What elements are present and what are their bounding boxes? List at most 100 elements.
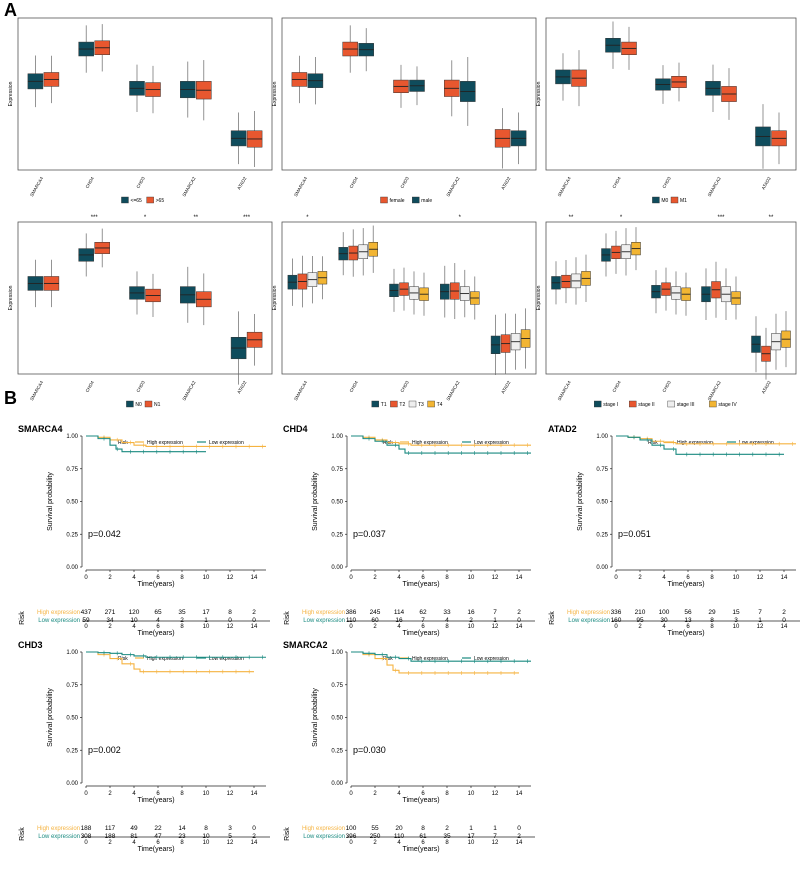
- significance-mark: ***: [717, 215, 725, 221]
- y-axis-label: Survival probability: [312, 472, 319, 531]
- risk-count: 47: [154, 833, 162, 840]
- y-tick-label: 0.50: [331, 716, 343, 722]
- risk-time-label: 10: [468, 624, 475, 630]
- risk-time-label: 10: [203, 624, 210, 630]
- plot-title: SMARCA4: [18, 424, 63, 434]
- x-tick-label: 6: [686, 575, 690, 581]
- risk-row-label: Low expression: [303, 834, 345, 840]
- risk-count: 396: [346, 833, 357, 840]
- y-axis-label: Survival probability: [577, 472, 584, 531]
- legend-label: Low expression: [739, 440, 774, 446]
- x-tick-label: 6: [156, 791, 160, 797]
- x-tick-label: SMARCA4: [557, 380, 572, 402]
- x-tick-label: 8: [710, 575, 714, 581]
- plot-title: ATAD2: [548, 424, 577, 434]
- legend-label: Low expression: [209, 440, 244, 446]
- legend-swatch: [121, 196, 129, 204]
- risk-time-label: 6: [421, 840, 425, 846]
- risk-row-label: High expression: [567, 610, 610, 616]
- y-tick-label: 0.25: [66, 748, 78, 754]
- risk-count: 5: [228, 833, 232, 840]
- risk-count: 55: [371, 825, 379, 832]
- risk-count: 2: [469, 617, 473, 624]
- risk-count: 13: [684, 617, 692, 624]
- x-tick-label: CHD3: [661, 176, 672, 190]
- risk-count: 100: [659, 609, 670, 616]
- legend-swatch: [412, 196, 420, 204]
- legend-label: <=65: [130, 198, 142, 204]
- risk-count: 22: [154, 825, 162, 832]
- risk-time-label: 14: [251, 840, 258, 846]
- risk-count: 0: [252, 825, 256, 832]
- x-tick-label: CHD3: [661, 380, 672, 394]
- x-tick-label: CHD4: [611, 176, 622, 190]
- survival-curve: [86, 651, 254, 673]
- risk-time-label: 12: [492, 840, 499, 846]
- y-tick-label: 0.00: [331, 781, 343, 787]
- risk-time-label: 4: [397, 624, 401, 630]
- x-tick-label: ATAD2: [236, 176, 247, 191]
- risk-time-label: 0: [349, 624, 353, 630]
- legend-label: N1: [154, 402, 161, 408]
- risk-count: 16: [395, 617, 403, 624]
- x-tick-label: 14: [516, 575, 523, 581]
- x-tick-label: 2: [638, 575, 642, 581]
- risk-count: 3: [228, 825, 232, 832]
- x-tick-label: 0: [349, 575, 353, 581]
- risk-time-label: 12: [227, 624, 234, 630]
- p-value: p=0.030: [353, 745, 386, 755]
- legend-swatch: [390, 400, 398, 408]
- risk-count: 16: [467, 609, 475, 616]
- risk-table-title: Risk: [284, 611, 291, 625]
- survival-panel: CHD3 Risk High expression Low expression 0.0…: [18, 640, 270, 853]
- boxplot-panel: Expression SMARCA4 CHD4 CHD3 SMARCA2 ATAD2 fem…: [272, 17, 537, 204]
- x-tick-label: SMARCA4: [557, 176, 572, 198]
- y-tick-label: 0.75: [66, 683, 78, 689]
- risk-count: 59: [82, 617, 90, 624]
- p-value: p=0.002: [88, 745, 121, 755]
- risk-count: 437: [81, 609, 92, 616]
- x-tick-label: SMARCA2: [181, 380, 196, 402]
- risk-count: 23: [178, 833, 186, 840]
- risk-count: 110: [346, 617, 357, 624]
- x-tick-label: 8: [180, 575, 184, 581]
- legend-label: T4: [437, 402, 443, 408]
- legend-label: High expression: [677, 440, 713, 446]
- risk-time-label: 2: [108, 840, 112, 846]
- legend-title: Risk: [118, 656, 128, 662]
- legend-label: T3: [418, 402, 424, 408]
- y-tick-label: 1.00: [66, 434, 78, 440]
- risk-count: 188: [81, 825, 92, 832]
- boxplot-panel: Expression SMARCA4 CHD4 *** CHD3 * SMARCA2 ** AT…: [8, 215, 273, 408]
- risk-time-label: 12: [227, 840, 234, 846]
- x-tick-label: 8: [445, 575, 449, 581]
- risk-x-label: Time(years): [402, 630, 439, 637]
- legend-label: T1: [381, 402, 387, 408]
- legend-swatch: [371, 400, 379, 408]
- risk-time-label: 6: [421, 624, 425, 630]
- y-tick-label: 1.00: [331, 650, 343, 656]
- risk-count: 7: [421, 617, 425, 624]
- y-tick-label: 0.50: [596, 500, 608, 506]
- boxplot-panel: Expression SMARCA4 ** CHD4 * CHD3 SMARCA2 *** AT…: [536, 215, 797, 408]
- risk-row-label: High expression: [37, 610, 80, 616]
- plot-frame: [17, 221, 273, 375]
- x-tick-label: SMARCA2: [707, 380, 722, 402]
- legend-swatch: [667, 400, 675, 408]
- x-tick-label: SMARCA2: [181, 176, 196, 198]
- y-tick-label: 0.75: [331, 467, 343, 473]
- x-tick-label: 6: [156, 575, 160, 581]
- x-tick-label: CHD3: [399, 380, 410, 394]
- risk-count: 336: [611, 609, 622, 616]
- x-axis-label: Time(years): [137, 797, 174, 804]
- legend-swatch: [427, 400, 435, 408]
- risk-count: 95: [636, 617, 644, 624]
- plot-frame: [545, 17, 797, 171]
- x-tick-label: 12: [757, 575, 764, 581]
- significance-mark: **: [193, 215, 198, 221]
- legend-label: Low expression: [209, 656, 244, 662]
- risk-count: 81: [130, 833, 138, 840]
- x-tick-label: CHD4: [611, 380, 622, 394]
- x-tick-label: 14: [781, 575, 788, 581]
- x-tick-label: 8: [445, 791, 449, 797]
